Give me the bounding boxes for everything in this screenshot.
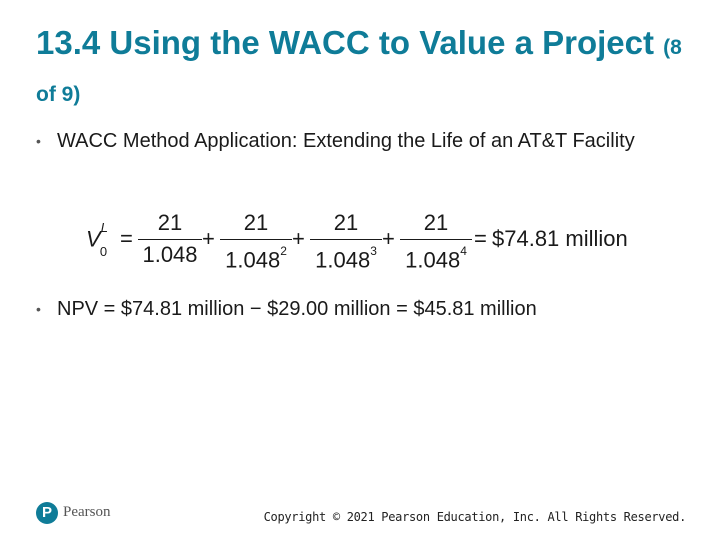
denominator: 1.0482 [220, 242, 292, 273]
numerator: 21 [157, 210, 183, 235]
denominator: 1.0483 [310, 242, 382, 273]
denominator-base: 1.048 [315, 247, 371, 273]
bullet-item: • WACC Method Application: Extending the… [36, 128, 696, 155]
bullet-text: NPV = $74.81 million − $29.00 million = … [57, 298, 537, 320]
numerator: 21 [333, 210, 359, 235]
denominator-exponent: 2 [280, 244, 287, 258]
fraction-bar [220, 239, 292, 240]
lhs-sup: L [100, 220, 108, 235]
plus-sign: + [202, 226, 215, 251]
bullet-item: • NPV = $74.81 million − $29.00 million … [36, 296, 696, 323]
denominator-exponent: 4 [460, 244, 467, 258]
equals-sign: = [120, 226, 133, 251]
title-page-count: (8 of 9) [36, 36, 682, 106]
fraction-term-4: 21 1.0484 [400, 210, 472, 273]
bullet-dot: • [36, 301, 41, 317]
title-main: 13.4 Using the WACC to Value a Project [36, 24, 654, 61]
formula-lhs: VL 0 [86, 220, 115, 259]
denominator-base: 1.048 [142, 242, 198, 267]
fraction-term-2: 21 1.0482 [220, 210, 292, 273]
bullet-text: WACC Method Application: Extending the L… [57, 130, 635, 152]
plus-sign: + [292, 226, 305, 251]
fraction-bar [310, 239, 382, 240]
present-value-formula: VL0 = 21 1.048 + 21 1.0482 + 21 1.0483 +… [86, 210, 646, 274]
denominator-exponent: 3 [370, 244, 377, 258]
pearson-logo-icon: P [36, 502, 58, 524]
fraction-term-3: 21 1.0483 [310, 210, 382, 273]
equals-sign: = [474, 226, 487, 251]
formula-result: $74.81 million [492, 226, 628, 251]
slide-title: 13.4 Using the WACC to Value a Project (… [36, 22, 696, 116]
denominator: 1.048 [138, 242, 202, 268]
denominator-base: 1.048 [405, 247, 461, 273]
lhs-sub: 0 [99, 243, 108, 259]
plus-sign: + [382, 226, 395, 251]
lhs-var: V [86, 226, 101, 252]
fraction-bar [138, 239, 202, 240]
numerator: 21 [423, 210, 449, 235]
copyright-notice: Copyright © 2021 Pearson Education, Inc.… [263, 510, 687, 524]
bullet-dot: • [36, 133, 41, 149]
fraction-bar [400, 239, 472, 240]
numerator: 21 [243, 210, 269, 235]
denominator: 1.0484 [400, 242, 472, 273]
denominator-base: 1.048 [225, 247, 281, 273]
pearson-logo: P Pearson [36, 502, 156, 528]
fraction-term-1: 21 1.048 [138, 210, 202, 268]
pearson-logo-text: Pearson [63, 504, 111, 520]
